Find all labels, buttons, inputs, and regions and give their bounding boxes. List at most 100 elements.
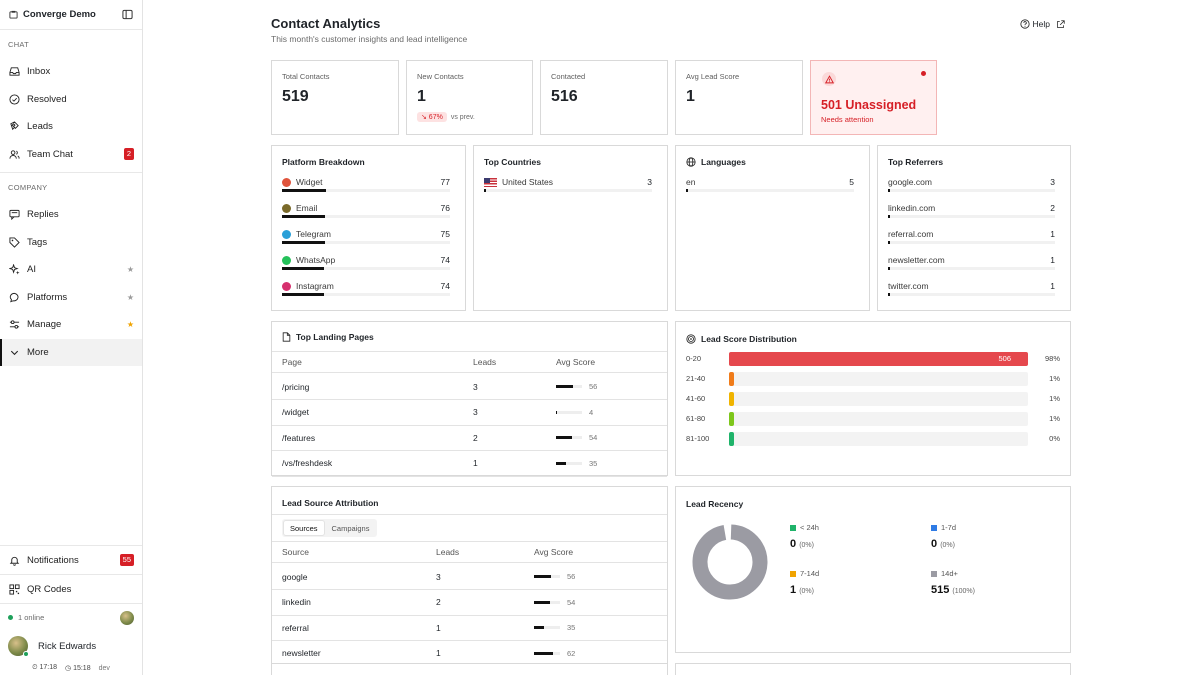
- stat-label: Avg Lead Score: [686, 72, 740, 81]
- platform-breakdown-card: Platform Breakdown Widget 77 Email 76 Telegr…: [271, 145, 466, 311]
- distribution-row: 81-100 0%: [686, 432, 1060, 446]
- score-value: 54: [589, 433, 598, 442]
- widget-icon: [282, 177, 291, 187]
- sidebar-toggle-icon[interactable]: [122, 9, 133, 20]
- meta-time1: ⏲ 17:18: [32, 664, 58, 671]
- item-name: newsletter.com: [888, 255, 945, 265]
- bar-track: [888, 241, 1055, 244]
- card-title: Lead Score Distribution: [686, 334, 797, 344]
- bar-track: [282, 189, 450, 192]
- cell-page: /features: [282, 432, 316, 443]
- help-link[interactable]: Help: [1019, 19, 1065, 29]
- legend-swatch: [931, 571, 937, 578]
- bar-fill: [282, 241, 325, 244]
- sidebar-item-qr-codes[interactable]: QR Codes: [0, 575, 142, 603]
- chat-bubble-icon: [8, 291, 20, 303]
- stat-contacted: Contacted 516: [540, 60, 668, 135]
- legend-value: 515 (100%): [931, 584, 975, 596]
- card-title: Languages: [686, 157, 746, 167]
- bar-fill: [282, 215, 325, 218]
- table-row[interactable]: linkedin 2 54: [272, 590, 667, 616]
- sidebar-item-replies[interactable]: Replies: [0, 201, 142, 229]
- trend-pill: ↘ 67%: [417, 112, 447, 122]
- table-row[interactable]: google 3 56: [272, 564, 667, 590]
- score-value: 62: [567, 648, 576, 658]
- sidebar-item-leads[interactable]: Leads: [0, 113, 142, 141]
- sidebar-item-inbox[interactable]: Inbox: [0, 58, 142, 86]
- table-row[interactable]: referral 1 35: [272, 615, 667, 641]
- col-leads: Leads: [473, 357, 497, 367]
- cell-leads: 3: [473, 407, 478, 417]
- trend-suffix: vs prev.: [450, 113, 475, 121]
- bar-track: [282, 241, 450, 244]
- legend-label: < 24h: [800, 523, 819, 532]
- sidebar-item-label: Inbox: [27, 66, 51, 78]
- user-profile[interactable]: Rick Edwards: [0, 631, 142, 661]
- sidebar-item-label: Tags: [27, 236, 48, 248]
- item-count: 2: [1050, 203, 1055, 213]
- legend-label: 1-7d: [941, 523, 957, 532]
- users-icon: [8, 148, 20, 160]
- list-item: WhatsApp 74: [282, 255, 450, 281]
- range-label: 21-40: [686, 374, 706, 383]
- item-count: 76: [440, 203, 450, 213]
- alert-dot-icon: [921, 71, 926, 76]
- unassigned-count: 501 Unassigned: [821, 98, 917, 112]
- score-bar-track: [534, 575, 560, 578]
- external-link-icon: [1057, 19, 1065, 28]
- tab-campaigns[interactable]: Campaigns: [331, 524, 370, 533]
- list-item: twitter.com 1: [888, 281, 1055, 307]
- sidebar-item-tags[interactable]: Tags: [0, 229, 142, 257]
- sidebar-item-ai[interactable]: AI ★: [0, 256, 142, 284]
- sidebar-item-platforms[interactable]: Platforms ★: [0, 284, 142, 312]
- table-row[interactable]: /pricing 3 56: [272, 374, 667, 400]
- bar-fill: [729, 412, 734, 426]
- item-count: 74: [440, 281, 450, 291]
- next-card-right: [675, 663, 1071, 675]
- item-name: Instagram: [282, 281, 334, 291]
- score-bar-track: [534, 651, 560, 655]
- email-icon: [282, 203, 291, 213]
- cell-leads: 1: [436, 622, 441, 633]
- bar-track: [888, 293, 1055, 296]
- item-count: 5: [849, 177, 854, 187]
- list-item: google.com 3: [888, 177, 1055, 203]
- stat-unassigned-alert[interactable]: 501 Unassigned Needs attention: [810, 60, 937, 135]
- bar-track: [729, 432, 1028, 446]
- card-title: Lead Recency: [686, 499, 744, 509]
- sidebar-item-more[interactable]: More: [0, 338, 142, 366]
- list-item: referral.com 1: [888, 229, 1055, 255]
- item-name: Widget: [282, 177, 322, 187]
- qr-codes-label: QR Codes: [27, 583, 72, 595]
- cell-avg-score: 54: [556, 425, 597, 450]
- bar-fill: [484, 189, 486, 192]
- online-avatar[interactable]: [120, 610, 134, 625]
- item-name: Telegram: [282, 229, 331, 239]
- cell-leads: 2: [473, 432, 478, 443]
- table-row[interactable]: /features 2 54: [272, 425, 667, 451]
- table-row[interactable]: /widget 3 4: [272, 400, 667, 426]
- bar-track: [888, 215, 1055, 218]
- sidebar-item-label: Team Chat: [27, 148, 73, 160]
- sidebar-item-manage[interactable]: Manage ★: [0, 311, 142, 339]
- chevron-down-icon: [8, 346, 20, 358]
- table-row[interactable]: /vs/freshdesk 1 35: [272, 451, 667, 477]
- star-icon: ★: [126, 265, 134, 275]
- item-name: twitter.com: [888, 281, 929, 291]
- sidebar-item-resolved[interactable]: Resolved: [0, 86, 142, 114]
- workspace-header[interactable]: Converge Demo: [0, 0, 142, 30]
- tab-sources[interactable]: Sources: [284, 521, 324, 535]
- star-icon: ★: [126, 292, 134, 302]
- instagram-icon: [282, 281, 291, 291]
- bar-track: [282, 293, 450, 296]
- sidebar-item-label: More: [27, 346, 49, 358]
- user-avatar: [8, 636, 29, 657]
- sparkle-icon: [8, 264, 20, 276]
- score-value: 56: [567, 572, 576, 581]
- legend-value: 1 (0%): [790, 584, 814, 596]
- sidebar-item-notifications[interactable]: Notifications 55: [0, 546, 142, 574]
- sidebar-item-team-chat[interactable]: Team Chat 2: [0, 141, 142, 169]
- col-page: Page: [282, 357, 302, 367]
- bar-fill: [729, 352, 1028, 366]
- distribution-row: 41-60 1%: [686, 392, 1060, 406]
